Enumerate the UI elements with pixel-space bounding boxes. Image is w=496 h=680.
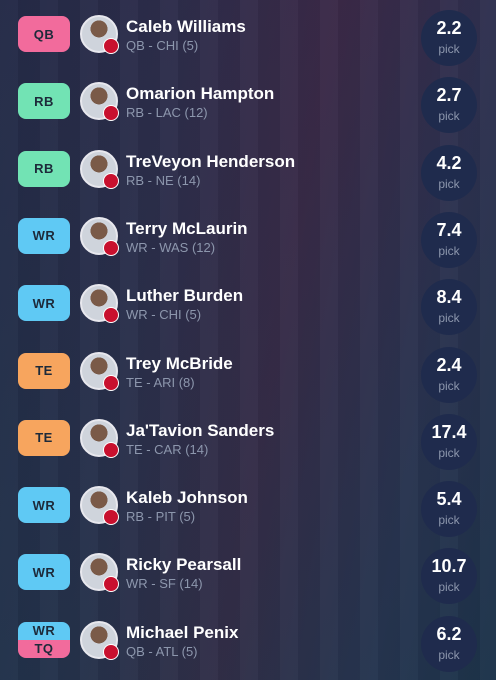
player-row[interactable]: TE Ja'Tavion Sanders TE - CAR (14) 17.4 pick [0,404,496,471]
position-badges: QB [18,16,70,52]
pick-circle: 2.4 pick [421,346,477,403]
pick-label: pick [438,42,460,56]
player-name: Ricky Pearsall [126,555,242,575]
pick-value: 7.4 [436,219,462,240]
pick-circle: 5.4 pick [421,481,477,538]
player-detail: RB - NE (14) [126,172,201,188]
player-row[interactable]: WR Luther Burden WR - CHI (5) 8.4 pick [0,269,496,336]
team-logo [103,307,119,324]
team-logo [103,105,119,122]
position-badges: TE [18,419,70,456]
position-badges: WR [18,554,70,591]
player-name: Kaleb Johnson [126,488,248,508]
player-name: Caleb Williams [126,17,246,36]
player-detail: QB - CHI (5) [126,38,199,53]
player-name: Trey McBride [126,353,233,373]
position-badge: RB [18,150,70,187]
pick-circle: 6.2 pick [421,615,477,672]
position-badges: WR TQ [18,621,70,658]
pick-circle: 7.4 pick [421,211,477,268]
team-logo [103,643,119,660]
player-detail: TE - CAR (14) [126,441,209,457]
pick-circle: 2.7 pick [421,77,477,134]
position-badges: WR [18,285,70,322]
player-row[interactable]: WR TQ Michael Penix QB - ATL (5) 6.2 pick [0,606,496,673]
player-detail: WR - SF (14) [126,576,203,592]
player-name: TreVeyon Henderson [126,151,296,171]
position-badge: RB [18,83,70,120]
pick-label: pick [438,311,460,326]
pick-label: pick [438,378,460,393]
player-row[interactable]: TE Trey McBride TE - ARI (8) 2.4 pick [0,337,496,404]
pick-label: pick [438,109,460,124]
position-badges: RB [18,83,70,120]
pick-circle: 10.7 pick [421,548,477,605]
player-detail: RB - LAC (12) [126,105,208,121]
pick-value: 2.7 [436,85,462,106]
player-avatar [80,620,118,659]
position-badge: TE [18,352,70,389]
position-badge: TQ [18,639,70,658]
pick-value: 4.2 [436,152,462,173]
team-logo [103,509,119,526]
pick-value: 2.2 [436,18,462,38]
player-name: Omarion Hampton [126,84,275,104]
pick-value: 6.2 [436,623,462,644]
pick-label: pick [438,176,460,191]
pick-circle: 4.2 pick [421,144,477,201]
player-detail: QB - ATL (5) [126,643,198,659]
team-logo [103,374,119,391]
position-badges: WR [18,217,70,254]
position-badge: WR [18,621,70,640]
player-name: Luther Burden [126,286,244,306]
pick-value: 2.4 [436,354,462,375]
position-badge: WR [18,554,70,591]
player-row[interactable]: WR Terry McLaurin WR - WAS (12) 7.4 pick [0,202,496,269]
pick-circle: 17.4 pick [421,413,477,470]
position-badge: QB [18,16,70,52]
pick-label: pick [438,513,460,528]
position-badge: TE [18,419,70,456]
position-badges: TE [18,352,70,389]
pick-label: pick [438,647,460,662]
player-detail: RB - PIT (5) [126,509,196,525]
player-avatar [80,15,118,53]
player-row[interactable]: RB TreVeyon Henderson RB - NE (14) 4.2 pick [0,135,496,202]
player-row[interactable]: QB Caleb Williams QB - CHI (5) 2.2 pick [0,0,496,67]
position-badge: WR [18,285,70,322]
pick-circle: 2.2 pick [421,10,477,66]
team-logo [103,441,119,458]
position-badge: WR [18,217,70,254]
player-name: Michael Penix [126,622,239,642]
player-avatar [80,82,118,121]
pick-value: 10.7 [431,556,467,577]
player-name: Ja'Tavion Sanders [126,420,275,440]
player-row[interactable]: WR Ricky Pearsall WR - SF (14) 10.7 pick [0,538,496,605]
pick-label: pick [438,445,460,460]
pick-value: 8.4 [436,287,462,308]
position-badge: WR [18,487,70,524]
team-logo [103,239,119,256]
position-badges: WR [18,487,70,524]
player-detail: WR - WAS (12) [126,239,216,255]
pick-label: pick [438,243,460,258]
pick-label: pick [438,580,460,595]
player-detail: WR - CHI (5) [126,307,202,323]
player-row[interactable]: WR Kaleb Johnson RB - PIT (5) 5.4 pick [0,471,496,538]
pick-circle: 8.4 pick [421,279,477,336]
team-logo [103,576,119,593]
pick-value: 17.4 [431,421,467,442]
player-row[interactable]: RB Omarion Hampton RB - LAC (12) 2.7 pick [0,67,496,134]
position-badges: RB [18,150,70,187]
team-logo [103,38,119,54]
player-detail: TE - ARI (8) [126,374,195,390]
player-name: Terry McLaurin [126,218,248,238]
team-logo [103,172,119,189]
pick-value: 5.4 [436,489,462,510]
